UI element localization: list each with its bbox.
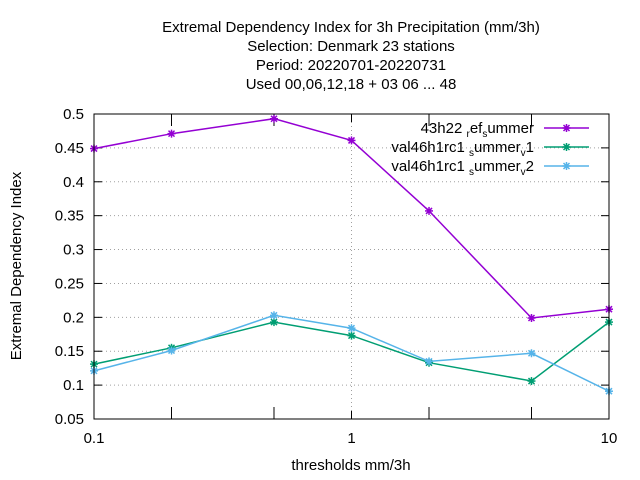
y-tick-label: 0.1 bbox=[63, 377, 84, 394]
data-point bbox=[425, 206, 434, 215]
y-tick-label: 0.15 bbox=[55, 343, 84, 360]
data-point bbox=[347, 136, 356, 145]
y-tick-label: 0.05 bbox=[55, 411, 84, 428]
y-axis-label: Extremal Dependency Index bbox=[8, 171, 25, 360]
title-line: Selection: Denmark 23 stations bbox=[247, 38, 455, 55]
data-point bbox=[269, 318, 278, 327]
y-tick-label: 0.35 bbox=[55, 208, 84, 225]
y-tick-label: 0.2 bbox=[63, 309, 84, 326]
data-point bbox=[347, 324, 356, 333]
data-point bbox=[527, 377, 536, 386]
legend-label: 43h22 refsummer bbox=[421, 120, 534, 140]
title-line: Period: 20220701-20220731 bbox=[256, 57, 446, 74]
y-tick-label: 0.4 bbox=[63, 174, 84, 191]
plot-frame bbox=[93, 113, 610, 420]
x-tick-label: 0.1 bbox=[84, 430, 105, 447]
legend-label: val46h1rc1 summerv1 bbox=[391, 139, 534, 159]
title-line: Extremal Dependency Index for 3h Precipi… bbox=[162, 19, 540, 36]
title-line: Used 00,06,12,18 + 03 06 ... 48 bbox=[246, 76, 457, 93]
data-point bbox=[527, 314, 536, 323]
legend-label: val46h1rc1 summerv2 bbox=[391, 158, 534, 178]
y-tick-label: 0.25 bbox=[55, 275, 84, 292]
grid-lines bbox=[94, 114, 609, 419]
data-point bbox=[167, 346, 176, 355]
data-point bbox=[269, 311, 278, 320]
data-point bbox=[425, 357, 434, 366]
legend-marker bbox=[562, 124, 571, 132]
legend-marker bbox=[562, 162, 571, 170]
data-point bbox=[167, 129, 176, 138]
series-lines bbox=[90, 114, 613, 396]
x-tick-label: 10 bbox=[601, 430, 618, 447]
y-tick-label: 0.3 bbox=[63, 242, 84, 259]
data-point bbox=[347, 331, 356, 340]
data-point bbox=[527, 349, 536, 358]
chart-title: Extremal Dependency Index for 3h Precipi… bbox=[162, 19, 540, 93]
y-tick-label: 0.45 bbox=[55, 140, 84, 157]
y-tick-label: 0.5 bbox=[63, 106, 84, 123]
axis-ticks: 0.050.10.150.20.250.30.350.40.450.50.1 1 1… bbox=[55, 106, 618, 447]
data-point bbox=[269, 114, 278, 123]
x-axis-label: thresholds mm/3h bbox=[291, 457, 410, 474]
legend-marker bbox=[562, 143, 571, 151]
x-tick-label: 1 bbox=[347, 430, 355, 447]
